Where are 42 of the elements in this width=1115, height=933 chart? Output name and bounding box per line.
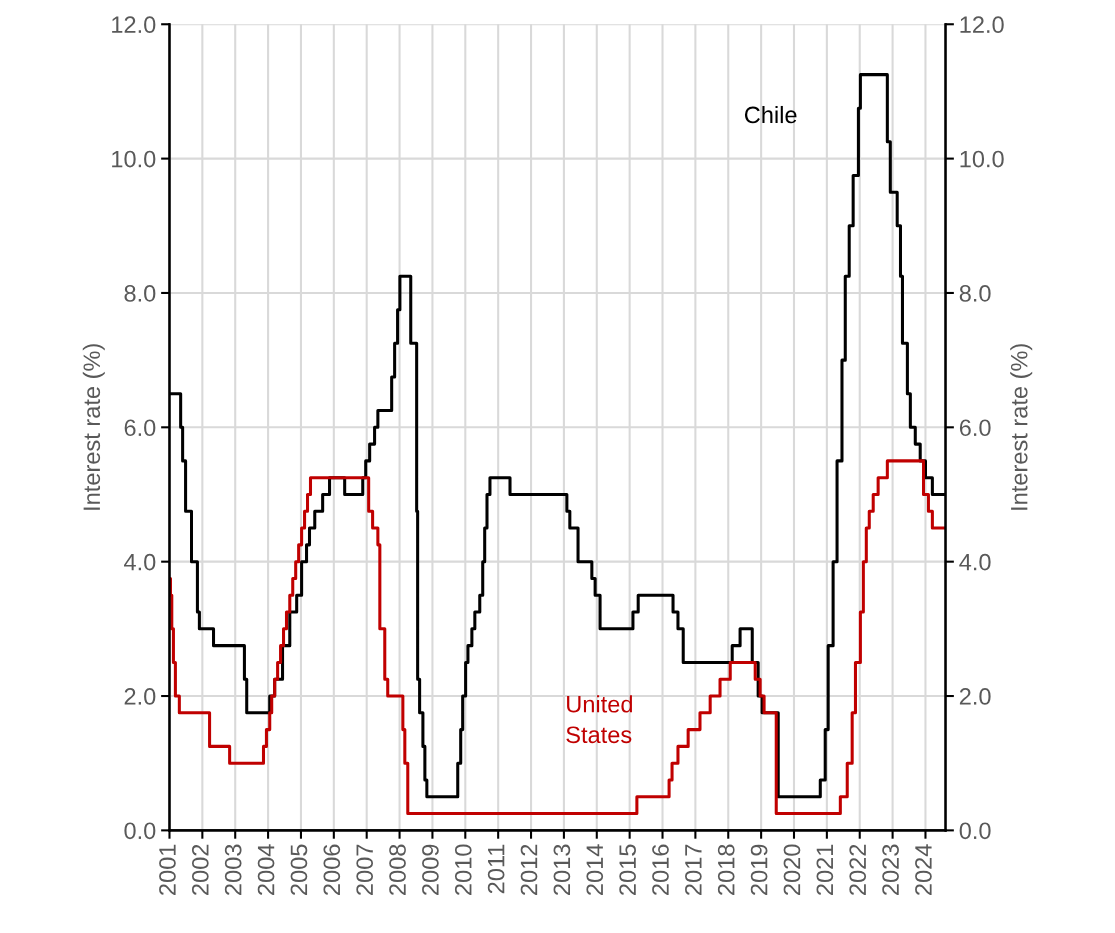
y2-tick-label: 6.0 <box>959 419 991 437</box>
x-tick-label: 2005 <box>290 844 308 895</box>
y-tick-label: 6.0 <box>124 419 156 437</box>
y2-tick-label: 0.0 <box>959 822 991 840</box>
y2-tick-label: 8.0 <box>959 285 991 302</box>
y2-tick-label: 12.0 <box>960 16 1004 34</box>
y-tick-label: 0.0 <box>124 822 156 840</box>
y-tick-label: 12.0 <box>112 16 156 34</box>
y-tick-label: 8.0 <box>124 285 156 302</box>
x-tick-label: 2016 <box>652 844 669 895</box>
x-tick-label: 2022 <box>849 844 867 895</box>
x-tick-label: 2010 <box>454 844 472 895</box>
x-tick-label: 2007 <box>356 844 374 895</box>
x-tick-label: 2008 <box>389 844 406 895</box>
y-axis-title: Interest rate (%) <box>82 344 105 510</box>
x-tick-label: 2013 <box>553 844 571 895</box>
x-tick-label: 2012 <box>520 844 538 895</box>
x-tick-label: 2014 <box>586 844 604 895</box>
x-tick-label: 2019 <box>750 844 768 895</box>
y2-tick-label: 2.0 <box>959 688 991 705</box>
x-tick-label: 2023 <box>882 844 899 895</box>
x-tick-label: 2009 <box>422 844 439 895</box>
x-tick-label: 2006 <box>323 844 341 895</box>
y-tick-label: 10.0 <box>112 150 156 168</box>
y2-axis-title: Interest rate (%) <box>1010 344 1033 510</box>
x-tick-label: 2021 <box>816 844 834 895</box>
x-tick-label: 2018 <box>717 844 735 895</box>
x-tick-label: 2002 <box>191 844 209 895</box>
x-tick-label: 2011 <box>487 844 505 894</box>
y-tick-label: 2.0 <box>124 688 156 705</box>
x-tick-label: 2004 <box>257 844 275 895</box>
x-tick-label: 2017 <box>685 844 702 895</box>
x-tick-label: 2020 <box>783 844 801 895</box>
x-tick-label: 2015 <box>619 844 636 895</box>
text: Chile <box>744 105 797 124</box>
series-label: United States <box>566 695 632 744</box>
x-tick-label: 2003 <box>224 844 242 895</box>
y-tick-label: 4.0 <box>124 553 156 571</box>
x-tick-label: 2001 <box>159 844 176 895</box>
y2-tick-label: 10.0 <box>960 150 1004 168</box>
x-tick-label: 2024 <box>915 844 932 895</box>
y2-tick-label: 4.0 <box>959 553 991 571</box>
